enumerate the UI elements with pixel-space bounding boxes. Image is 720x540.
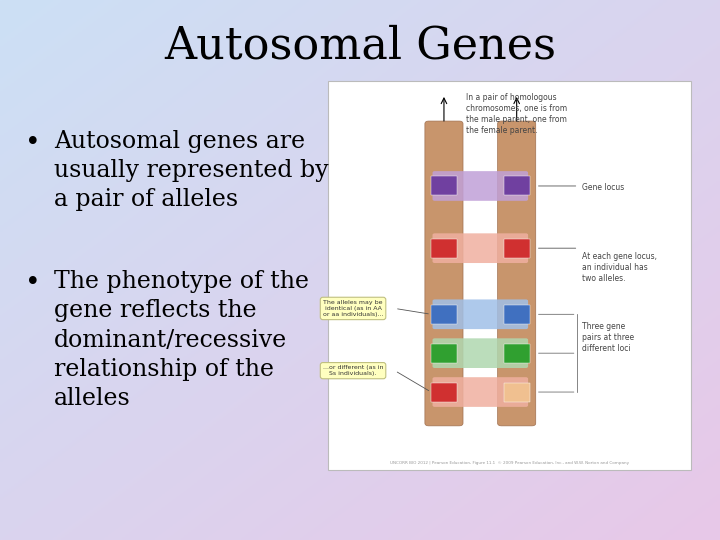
FancyBboxPatch shape [433,339,528,368]
Text: At each gene locus,
an individual has
two alleles.: At each gene locus, an individual has tw… [582,252,657,284]
Bar [431,305,457,324]
Bar [503,343,530,363]
Text: In a pair of homologous
chromosomes, one is from
the male parent, one from
the f: In a pair of homologous chromosomes, one… [466,93,567,135]
FancyBboxPatch shape [433,377,528,407]
Bar [431,239,457,258]
Bar [503,382,530,402]
Bar [431,343,457,363]
FancyBboxPatch shape [433,300,528,329]
FancyBboxPatch shape [498,121,536,426]
Bar [503,177,530,195]
Text: Gene locus: Gene locus [582,184,624,192]
Text: The phenotype of the
gene reflects the
dominant/recessive
relationship of the
al: The phenotype of the gene reflects the d… [54,270,309,410]
Text: •: • [25,270,41,295]
Text: ...or different (as in
Ss individuals).: ...or different (as in Ss individuals). [323,365,383,376]
Text: Autosomal genes are
usually represented by
a pair of alleles: Autosomal genes are usually represented … [54,130,328,211]
FancyBboxPatch shape [425,121,463,426]
Text: •: • [25,130,41,154]
FancyBboxPatch shape [433,171,528,201]
Bar [328,81,691,470]
Bar [503,305,530,324]
Bar [503,239,530,258]
Text: UNCORR BIO 2012 | Pearson Education, Figure 11.1  © 2009 Pearson Education, Inc.: UNCORR BIO 2012 | Pearson Education, Fig… [390,462,629,465]
Text: Three gene
pairs at three
different loci: Three gene pairs at three different loci [582,322,634,353]
Text: Autosomal Genes: Autosomal Genes [164,24,556,68]
Bar [431,382,457,402]
FancyBboxPatch shape [433,233,528,263]
Text: The alleles may be
identical (as in AA
or aa individuals)...: The alleles may be identical (as in AA o… [323,300,383,317]
Bar [431,177,457,195]
